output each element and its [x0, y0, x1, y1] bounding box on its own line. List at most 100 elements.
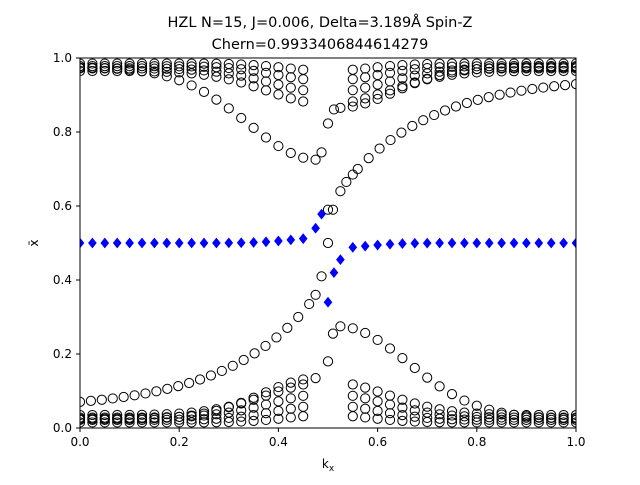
lower-band-point	[248, 392, 259, 403]
lower-band-point	[260, 340, 271, 352]
lower-band-point	[409, 362, 420, 374]
edge-state-point	[360, 240, 370, 252]
lower-band-point	[186, 407, 197, 418]
y-tick-label: 0.0	[53, 421, 72, 435]
upper-band-point	[285, 93, 296, 104]
lower-band-point	[198, 408, 210, 419]
lower-band-point	[347, 390, 358, 401]
lower-band-point	[211, 405, 222, 416]
lower-band-point	[99, 413, 110, 424]
lower-band-point	[271, 332, 282, 343]
upper-band-point	[136, 61, 148, 72]
data-point	[322, 204, 334, 215]
lower-band-point	[211, 417, 222, 428]
x-tick-label: 0.2	[170, 435, 189, 449]
lower-band-point	[96, 394, 107, 405]
upper-band-point	[422, 58, 433, 70]
upper-band-point	[508, 58, 520, 69]
x-tick-label: 0.0	[70, 435, 89, 449]
upper-band-point	[161, 58, 172, 69]
lower-band-point	[216, 365, 227, 377]
upper-band-point	[248, 73, 259, 84]
chart-subtitle: Chern=0.9933406844614279	[212, 37, 429, 53]
data-point	[328, 104, 340, 115]
upper-band-point	[186, 58, 197, 69]
edge-state-point	[410, 237, 420, 249]
upper-band-point	[211, 58, 222, 69]
y-axis: 0.0 0.2 0.4 0.6 0.8 1.0	[53, 51, 80, 435]
lower-band-point	[174, 411, 185, 422]
upper-band-point	[471, 67, 482, 78]
upper-band-point	[558, 58, 569, 69]
x-tick-label: 0.4	[269, 435, 288, 449]
lower-band-point	[211, 409, 222, 420]
edge-state-point	[559, 237, 568, 249]
upper-band-point	[273, 89, 284, 100]
lower-band-point	[335, 321, 346, 332]
lower-band-point	[236, 397, 247, 408]
upper-band-point	[549, 81, 560, 92]
lower-band-point	[293, 311, 304, 323]
lower-band-point	[273, 381, 284, 393]
edge-state-point	[125, 237, 134, 249]
y-tick-label: 0.2	[53, 347, 72, 361]
lower-band-point	[298, 411, 309, 422]
edge-state-point	[398, 238, 407, 249]
upper-band-point	[198, 86, 210, 98]
edge-state-point	[162, 237, 172, 249]
data-point	[335, 186, 346, 197]
edge-state-point	[286, 234, 296, 246]
upper-band-point	[533, 65, 544, 77]
upper-band-point	[570, 65, 576, 77]
edge-state-point	[274, 235, 283, 247]
upper-band-point	[149, 68, 160, 79]
upper-band-point	[372, 93, 383, 105]
lower-band-point	[434, 381, 445, 392]
lower-band-point	[422, 401, 433, 412]
y-tick-label: 1.0	[53, 51, 72, 65]
lower-band-point	[360, 382, 371, 393]
lower-band-point	[471, 414, 482, 425]
upper-band-point	[186, 64, 197, 75]
upper-band-point	[434, 66, 445, 77]
upper-band-point	[273, 79, 284, 90]
lower-band-point	[397, 402, 408, 413]
plot-frame	[79, 57, 577, 429]
lower-band-point	[248, 402, 259, 413]
lower-band-point	[174, 414, 185, 425]
edge-state-point	[385, 238, 395, 250]
upper-band-point	[409, 78, 420, 89]
lower-band-point	[558, 413, 569, 424]
upper-band-point	[422, 73, 433, 84]
upper-band-point	[161, 71, 172, 82]
upper-band-point	[472, 94, 483, 105]
upper-band-point	[273, 140, 284, 152]
edge-state-point	[546, 237, 556, 249]
lower-band-point	[136, 409, 148, 420]
y-tick-label: 0.6	[53, 199, 72, 213]
upper-band-point	[570, 78, 576, 90]
lower-band-point	[422, 372, 433, 383]
lower-band-point	[434, 404, 445, 415]
upper-band-point	[521, 62, 532, 73]
upper-band-point	[384, 67, 396, 78]
lower-band-point	[124, 417, 135, 428]
edge-state-point	[484, 237, 494, 249]
edge-state-point	[212, 237, 221, 249]
lower-band-point	[397, 394, 408, 405]
upper-band-point	[298, 74, 309, 85]
y-axis-label: x̄	[27, 239, 41, 246]
upper-band-point	[285, 82, 296, 93]
lower-band-point	[173, 381, 184, 392]
upper-band-point	[397, 65, 408, 76]
lower-band-point	[136, 417, 148, 428]
upper-band-point	[273, 62, 284, 73]
lower-band-point	[298, 401, 309, 412]
lower-band-point	[223, 407, 234, 418]
edge-state-point	[571, 237, 576, 249]
upper-band-point	[198, 69, 210, 80]
lower-band-point	[248, 415, 259, 426]
upper-band-point	[384, 85, 396, 96]
lower-band-point	[558, 417, 569, 428]
upper-band-point	[236, 64, 247, 75]
